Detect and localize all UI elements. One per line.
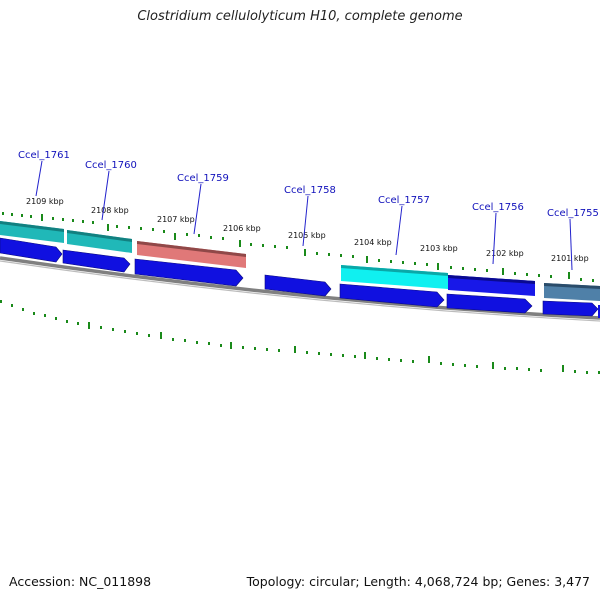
gene-block-teal[interactable] (67, 230, 132, 253)
tick-label: 2107 kbp (157, 215, 195, 224)
cds-arrow[interactable] (134, 258, 244, 287)
accession-text: Accession: NC_011898 (9, 574, 152, 589)
tick-label: 2102 kbp (486, 249, 524, 258)
tick-labels: 2109 kbp 2108 kbp 2107 kbp 2106 kbp 2105… (26, 197, 589, 263)
leader-line (302, 195, 309, 247)
cds-arrow[interactable] (446, 293, 533, 314)
major-tick (174, 233, 176, 240)
tick-label: 2105 kbp (288, 231, 326, 240)
map-title: Clostridium cellulolyticum H10, complete… (137, 9, 463, 24)
major-tick (41, 214, 43, 221)
major-tick (366, 256, 368, 263)
inner-tick-ring (0, 300, 600, 374)
major-tick (304, 249, 306, 256)
cds-arrow[interactable] (264, 274, 332, 297)
major-tick (107, 224, 109, 231)
leader-line (395, 205, 403, 256)
cds-arrow[interactable] (339, 283, 445, 308)
major-tick (437, 263, 439, 270)
major-tick (568, 272, 570, 279)
tick-label: 2104 kbp (354, 238, 392, 247)
gene-label[interactable]: Ccel_1761 (18, 150, 70, 161)
feature-track-outer (0, 221, 600, 301)
major-tick (239, 240, 241, 247)
gene-block-teal[interactable] (0, 221, 64, 243)
cds-arrow[interactable] (62, 249, 131, 273)
tick-label: 2106 kbp (223, 224, 261, 233)
gene-label[interactable]: Ccel_1756 (472, 202, 524, 213)
cds-arrow[interactable] (0, 237, 63, 263)
gene-label[interactable]: Ccel_1759 (177, 173, 229, 184)
gene-label[interactable]: Ccel_1757 (378, 195, 430, 206)
gene-labels: Ccel_1761 Ccel_1760 Ccel_1759 Ccel_1758 … (18, 150, 599, 219)
leader-line (492, 212, 497, 265)
gene-label[interactable]: Ccel_1758 (284, 185, 336, 196)
ring-layer (0, 256, 600, 322)
outer-tick-ring (2, 212, 594, 282)
leader-line (569, 218, 573, 271)
tick-label: 2108 kbp (91, 206, 129, 215)
tick-label: 2101 kbp (551, 254, 589, 263)
genome-backbone-shadow (0, 260, 600, 322)
major-tick (502, 268, 504, 275)
gene-label[interactable]: Ccel_1755 (547, 208, 599, 219)
genome-backbone (0, 256, 600, 320)
gene-block-salmon[interactable] (137, 241, 246, 268)
leader-line (193, 183, 202, 235)
gene-label[interactable]: Ccel_1760 (85, 160, 137, 171)
cds-track (0, 237, 600, 318)
leader-line (35, 160, 43, 197)
tick-label: 2109 kbp (26, 197, 64, 206)
leader-line (101, 170, 110, 221)
cds-arrow[interactable] (542, 300, 599, 317)
genome-info-text: Topology: circular; Length: 4,068,724 bp… (246, 574, 590, 589)
label-leaders (35, 160, 573, 271)
tick-label: 2103 kbp (420, 244, 458, 253)
